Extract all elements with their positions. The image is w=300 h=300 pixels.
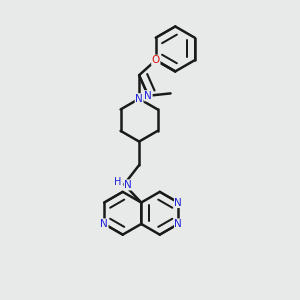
Text: N: N [174,197,182,208]
Text: O: O [152,55,160,65]
Text: N: N [135,94,143,104]
Text: N: N [124,180,132,190]
Text: N: N [144,91,152,101]
Text: H: H [114,177,121,187]
Text: N: N [100,219,108,229]
Text: N: N [174,219,182,229]
